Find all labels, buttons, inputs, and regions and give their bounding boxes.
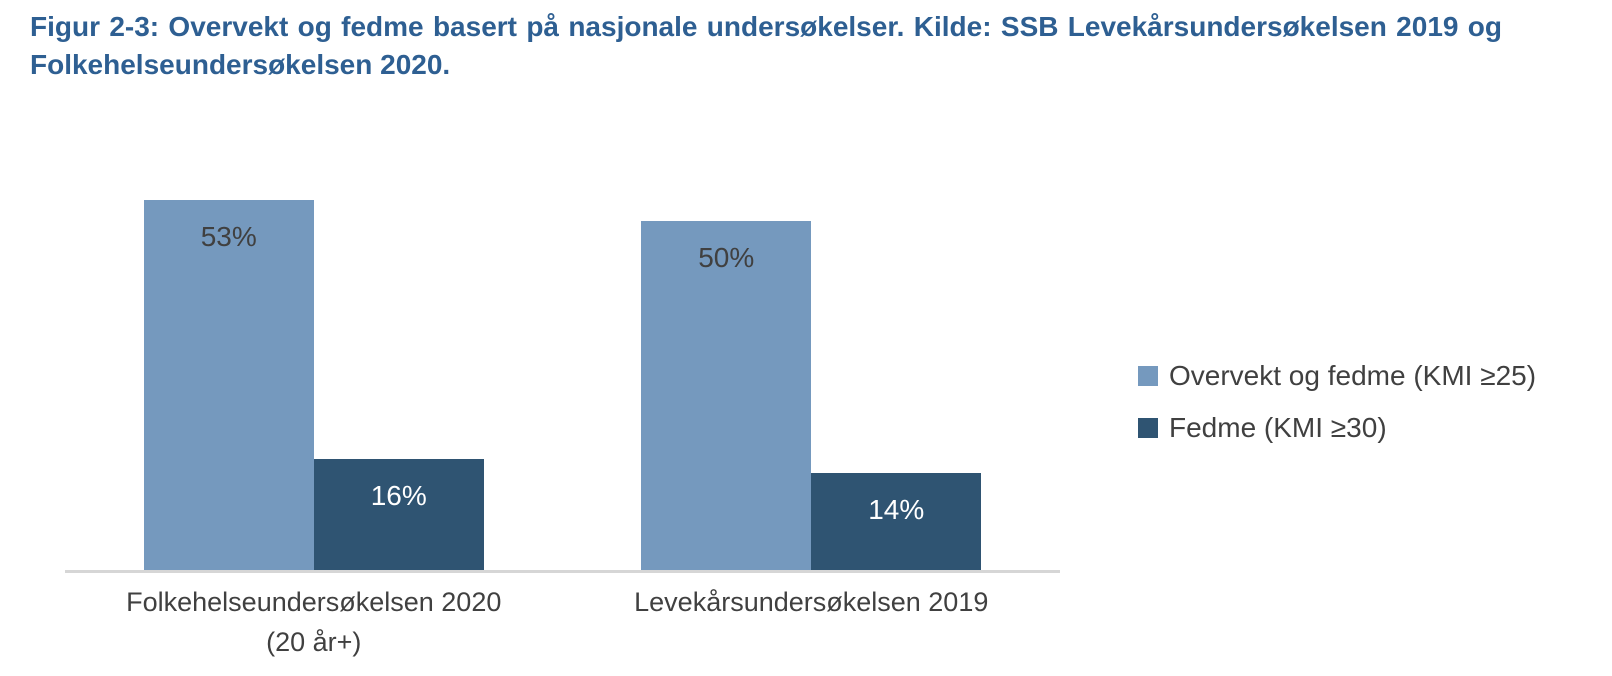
x-axis-baseline xyxy=(65,570,1060,573)
legend-item-overvekt: Overvekt og fedme (KMI ≥25) xyxy=(1138,360,1536,392)
bar-fedme: 14% xyxy=(811,473,982,571)
x-axis-category-label-line: Levekårsundersøkelsen 2019 xyxy=(634,587,989,617)
legend-item-fedme: Fedme (KMI ≥30) xyxy=(1138,412,1536,444)
figure-caption-line-1: Figur 2-3: Overvekt og fedme basert på n… xyxy=(30,11,1502,42)
figure-caption-line-2: Folkehelseundersøkelsen 2020. xyxy=(30,49,451,80)
legend-label: Fedme (KMI ≥30) xyxy=(1169,412,1387,443)
bar-groups: 53% 16% 50% 14% xyxy=(65,150,1060,571)
bar-value-label: 14% xyxy=(868,494,925,525)
figure-caption: Figur 2-3: Overvekt og fedme basert på n… xyxy=(30,8,1502,84)
bar-chart-plot-area: 53% 16% 50% 14% Folkehelseundersøkelsen 202… xyxy=(65,150,1060,657)
bar-group: 50% 14% xyxy=(563,221,1061,571)
bar-fedme: 16% xyxy=(313,459,484,571)
x-axis-labels: Folkehelseundersøkelsen 2020 (20 år+) Leve… xyxy=(65,582,1060,662)
x-axis-category-label-line: (20 år+) xyxy=(266,627,362,657)
bar-group: 53% 16% xyxy=(65,200,563,571)
bar-value-label: 50% xyxy=(698,242,755,273)
x-axis-category-label: Folkehelseundersøkelsen 2020 (20 år+) xyxy=(65,582,563,662)
bar-overvekt: 50% xyxy=(641,221,812,571)
x-axis-category-label: Levekårsundersøkelsen 2019 xyxy=(563,582,1061,662)
bar-value-label: 16% xyxy=(370,480,427,511)
bar-overvekt: 53% xyxy=(143,200,314,571)
chart-legend: Overvekt og fedme (KMI ≥25) Fedme (KMI ≥3… xyxy=(1138,360,1536,444)
x-axis-category-label-line: Folkehelseundersøkelsen 2020 xyxy=(126,587,502,617)
legend-label: Overvekt og fedme (KMI ≥25) xyxy=(1169,360,1537,391)
legend-swatch-icon xyxy=(1138,418,1158,438)
bar-value-label: 53% xyxy=(200,221,257,252)
legend-swatch-icon xyxy=(1138,366,1158,386)
